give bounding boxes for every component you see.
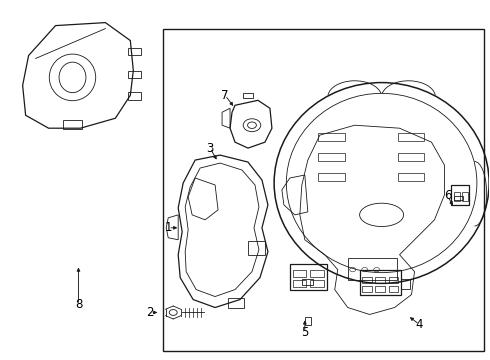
- Bar: [397, 133, 424, 141]
- Bar: [348, 258, 396, 280]
- Text: 2: 2: [147, 306, 154, 319]
- Bar: [462, 192, 467, 201]
- Bar: [163, 28, 484, 351]
- Bar: [397, 173, 424, 181]
- Bar: [128, 93, 141, 100]
- Bar: [454, 192, 460, 201]
- Text: 8: 8: [75, 298, 82, 311]
- Bar: [318, 173, 344, 181]
- Bar: [318, 153, 344, 161]
- Bar: [128, 48, 141, 55]
- Bar: [454, 195, 463, 200]
- Text: 6: 6: [443, 189, 451, 202]
- Bar: [243, 93, 253, 98]
- Bar: [293, 280, 306, 287]
- Bar: [318, 133, 344, 141]
- Bar: [397, 153, 424, 161]
- Bar: [248, 241, 265, 255]
- Bar: [362, 286, 372, 292]
- Bar: [290, 264, 326, 289]
- Bar: [63, 120, 82, 129]
- Bar: [228, 298, 244, 307]
- Bar: [389, 276, 398, 283]
- Bar: [310, 270, 323, 278]
- Bar: [451, 185, 468, 205]
- Text: 3: 3: [206, 141, 214, 155]
- Text: 5: 5: [301, 326, 309, 339]
- Text: 4: 4: [416, 318, 423, 331]
- Bar: [305, 318, 311, 325]
- Bar: [128, 71, 141, 78]
- Bar: [360, 270, 401, 294]
- Bar: [310, 280, 323, 287]
- Bar: [389, 286, 398, 292]
- Bar: [401, 279, 410, 289]
- Text: 7: 7: [221, 89, 229, 102]
- Bar: [302, 279, 313, 285]
- Bar: [362, 276, 372, 283]
- Bar: [375, 286, 385, 292]
- Bar: [375, 276, 385, 283]
- Text: 1: 1: [165, 221, 172, 234]
- Bar: [293, 270, 306, 278]
